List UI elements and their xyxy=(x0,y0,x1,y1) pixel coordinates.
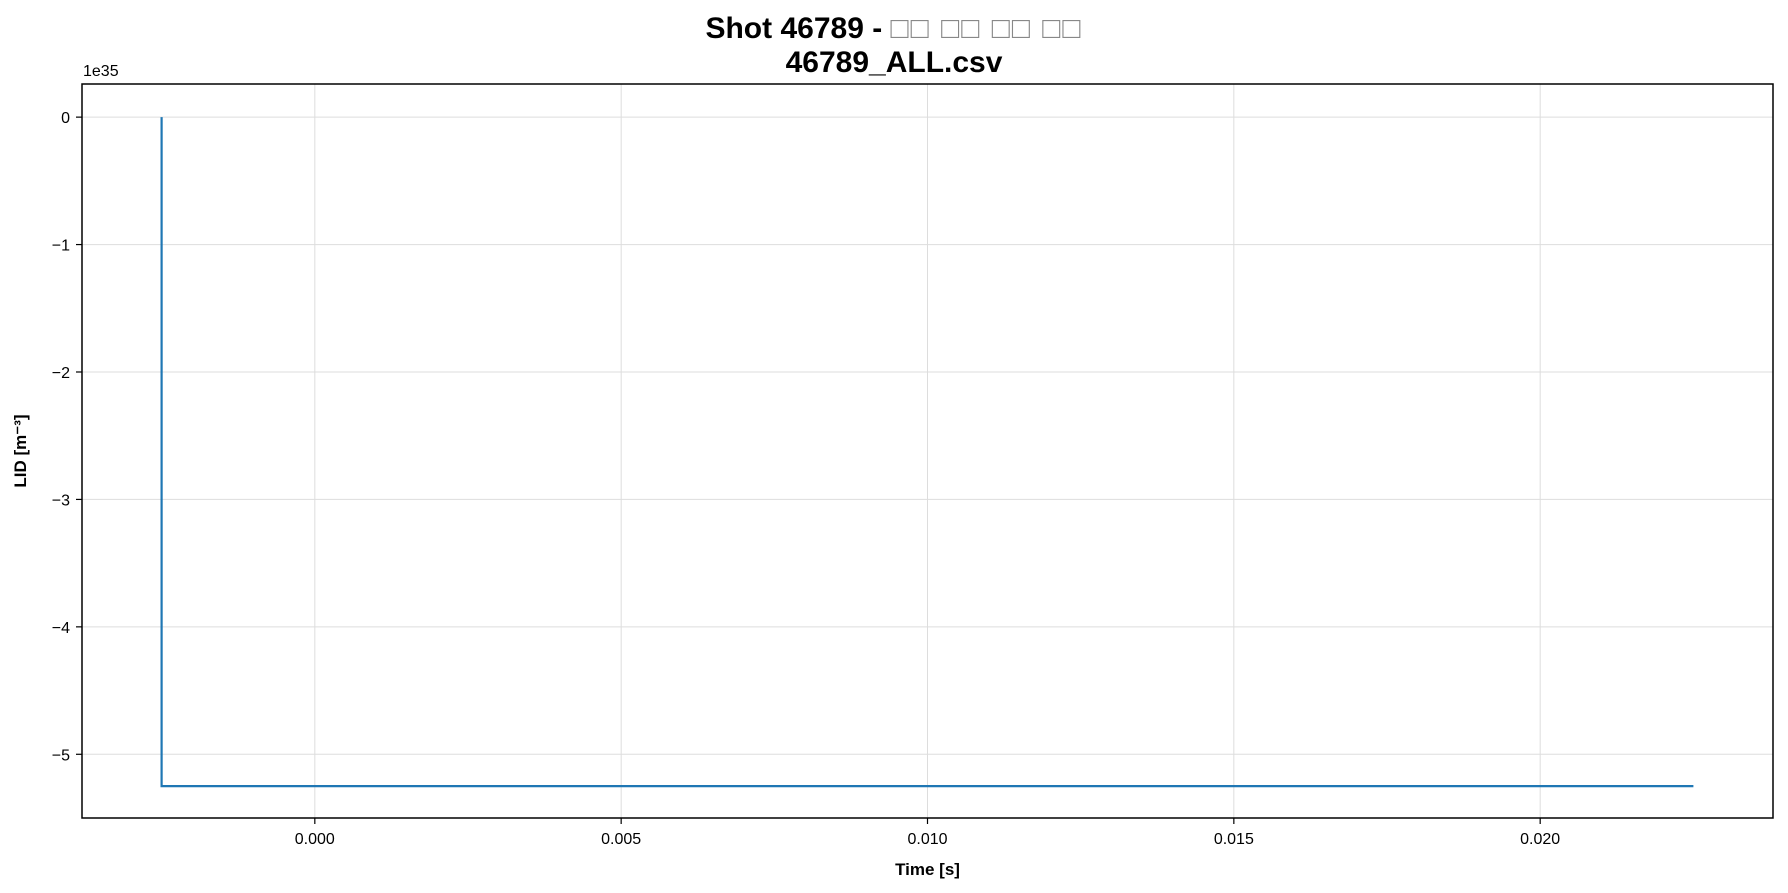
chart-title-suffix: □□ □□ □□ □□ xyxy=(891,12,1083,45)
x-tick-label: 0.015 xyxy=(1214,831,1254,848)
y-axis-label: LID [m⁻³] xyxy=(11,414,30,487)
x-tick-label: 0.005 xyxy=(601,831,641,848)
chart-title-main: Shot 46789 - xyxy=(705,12,890,45)
tick-layer: 0.000 0.005 0.010 0.015 0.020 0 −1 −2 −3 −4 −5 xyxy=(52,110,1561,848)
series-layer xyxy=(160,117,1694,788)
y-tick-label: −4 xyxy=(52,620,70,637)
x-tick-label: 0.020 xyxy=(1520,831,1560,848)
y-tick-label: 0 xyxy=(61,110,70,127)
y-tick-label: −3 xyxy=(52,492,70,509)
y-tick-label: −2 xyxy=(52,365,70,382)
x-tick-label: 0.010 xyxy=(907,831,947,848)
chart-title: Shot 46789 - □□ □□ □□ □□ xyxy=(705,12,1082,45)
y-tick-label: −5 xyxy=(52,747,70,764)
series-line xyxy=(160,117,1694,788)
x-tick-label: 0.000 xyxy=(295,831,335,848)
y-offset-label: 1e35 xyxy=(83,63,119,80)
grid-layer xyxy=(82,84,1773,818)
x-axis-label: Time [s] xyxy=(895,860,960,879)
chart-subtitle: 46789_ALL.csv xyxy=(786,46,1003,79)
y-tick-label: −1 xyxy=(52,238,70,255)
